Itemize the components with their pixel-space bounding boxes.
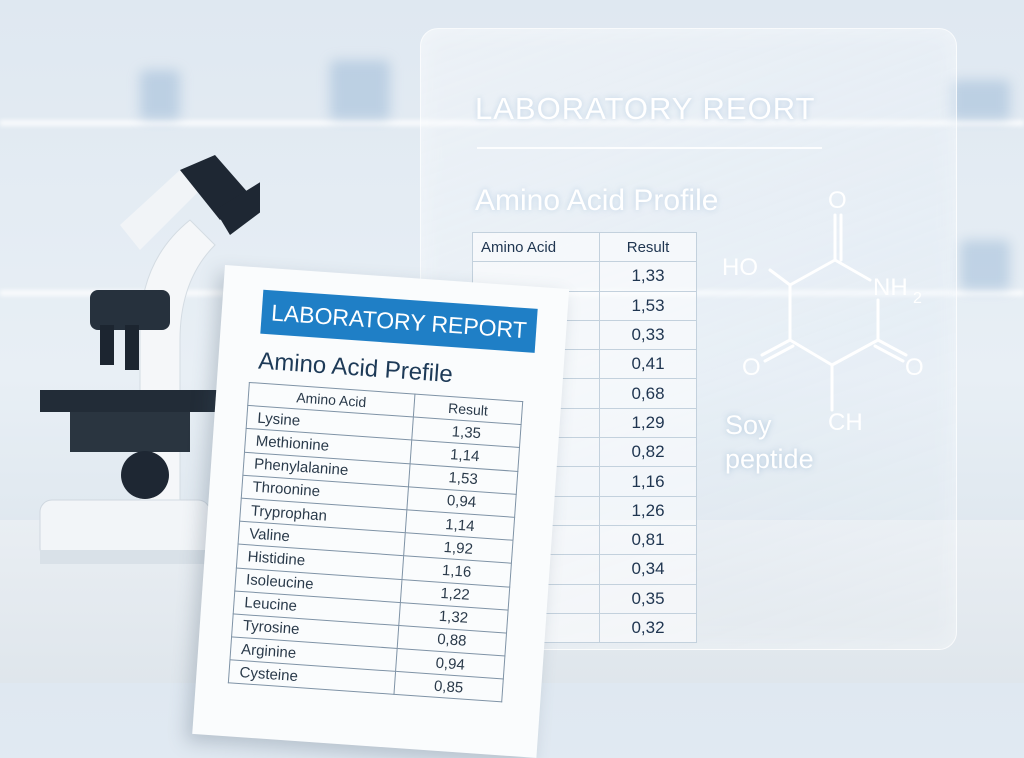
amino-acid-result: 1,16 bbox=[599, 466, 697, 497]
bottle bbox=[330, 60, 390, 120]
molecule-caption: Soy peptide bbox=[725, 408, 814, 476]
caption-line: Soy bbox=[725, 410, 772, 440]
molecule-label-ch: CH bbox=[828, 409, 863, 435]
amino-acid-result: 1,29 bbox=[599, 407, 697, 439]
molecule-label-o: O bbox=[905, 354, 924, 381]
molecule-label-o: O bbox=[742, 354, 761, 381]
caption-line: peptide bbox=[725, 444, 814, 474]
amino-acid-result: 0,33 bbox=[599, 319, 697, 351]
bottle bbox=[140, 70, 180, 120]
amino-acid-result: 0,41 bbox=[599, 349, 697, 380]
amino-acid-result: 1,26 bbox=[599, 495, 697, 526]
amino-acid-result: 1,53 bbox=[599, 290, 697, 321]
molecule-label-subscript: 2 bbox=[913, 290, 922, 307]
amino-acid-result: 1,33 bbox=[599, 261, 697, 292]
paper-report-banner: LABORATORY REPORT bbox=[260, 289, 538, 353]
paper-report-sheet: LABORATORY REPORT Amino Acid Prefile Ami… bbox=[192, 265, 570, 758]
molecule-label-ho: HO bbox=[722, 254, 758, 281]
molecule-structure: O HO NH 2 O O CH bbox=[722, 187, 924, 435]
column-header-result: Result bbox=[599, 231, 697, 263]
bottle bbox=[960, 240, 1010, 290]
amino-acid-result: 0,68 bbox=[599, 378, 697, 409]
microscope bbox=[39, 155, 260, 564]
amino-acid-result: 0,35 bbox=[599, 583, 697, 614]
divider bbox=[477, 147, 822, 149]
amino-acid-result: 0,34 bbox=[599, 554, 697, 585]
column-header-amino-acid: Amino Acid bbox=[472, 231, 600, 263]
paper-report-subtitle: Amino Acid Prefile bbox=[257, 347, 454, 389]
paper-amino-acid-table: Amino Acid Result Lysine 1,35 Methionine 1… bbox=[228, 382, 523, 703]
amino-acid-result: 0,81 bbox=[599, 524, 697, 556]
glass-report-subtitle: Amino Acid Profile bbox=[475, 184, 719, 217]
glass-report-title: LABORATORY REORT bbox=[475, 91, 816, 126]
molecule-label-nh: NH bbox=[873, 274, 908, 301]
amino-acid-result: 0,32 bbox=[599, 612, 697, 644]
shelf bbox=[0, 120, 1024, 126]
amino-acid-result: 0,82 bbox=[599, 437, 697, 468]
bottle bbox=[950, 80, 1010, 120]
molecule-label-o: O bbox=[828, 187, 847, 214]
table-header-row: Amino Acid Result bbox=[472, 231, 697, 263]
